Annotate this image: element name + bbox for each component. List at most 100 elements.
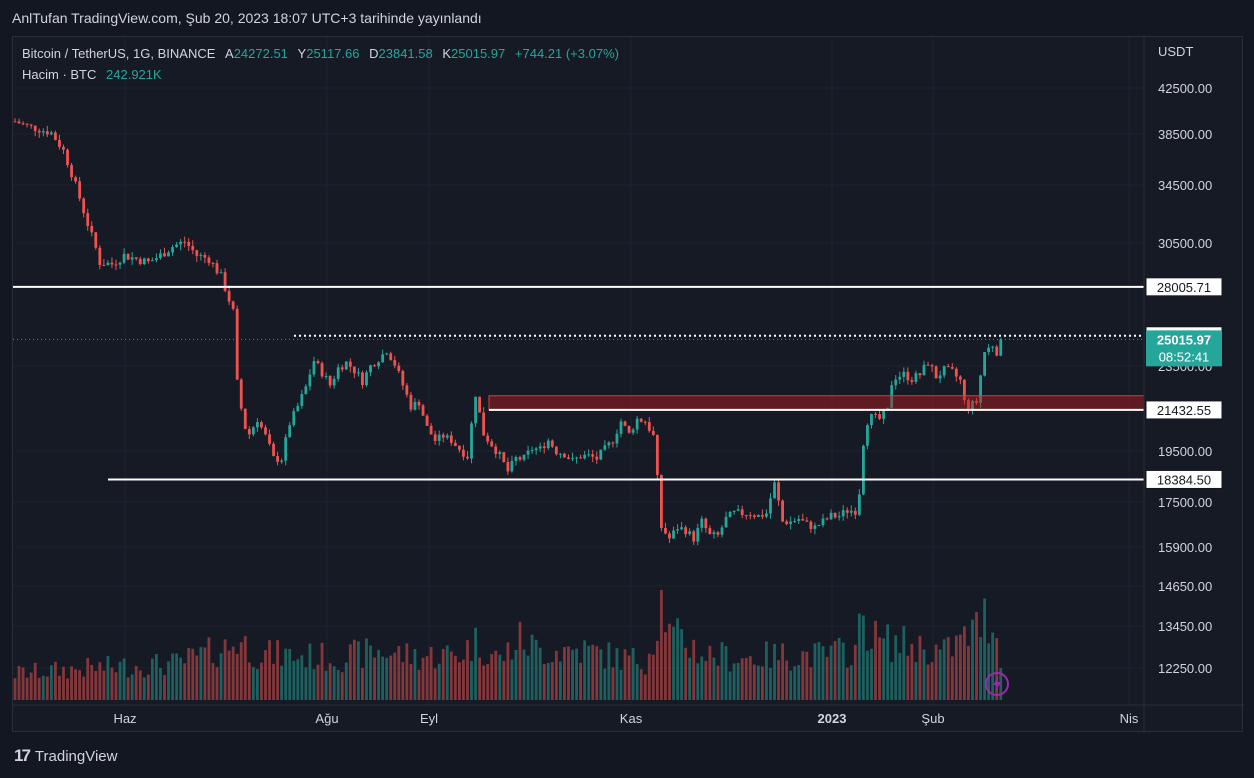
- volume-bar: [369, 645, 372, 700]
- volume-bar: [894, 635, 898, 700]
- volume-bar: [975, 612, 978, 700]
- volume-bar: [765, 641, 768, 700]
- volume-bar: [724, 646, 728, 700]
- last-price-label: 25015.97: [1157, 332, 1211, 347]
- volume-bar: [631, 647, 635, 700]
- candle-body: [381, 354, 385, 363]
- volume-bar: [720, 642, 724, 700]
- volume-bar: [793, 666, 797, 700]
- price-chart[interactable]: USDT 42500.0038500.0034500.0030500.00235…: [13, 37, 1244, 733]
- levels: [13, 285, 1145, 481]
- legend-symbol[interactable]: Bitcoin / TetherUS, 1G, BINANCE: [22, 46, 216, 61]
- volume-bar: [712, 657, 716, 700]
- volume-bar: [377, 649, 380, 700]
- volume-bar: [336, 669, 340, 700]
- lightning-icon[interactable]: [985, 672, 1009, 696]
- candle-body: [756, 515, 760, 517]
- volume-bar: [676, 618, 679, 700]
- candle-body: [243, 408, 247, 429]
- candle-body: [312, 361, 316, 375]
- candle-body: [866, 425, 869, 446]
- volume-bar: [150, 658, 154, 700]
- candle-body: [906, 371, 910, 381]
- candle-body: [692, 531, 696, 542]
- level-price-label: 18384.50: [1157, 472, 1211, 487]
- volume-bar: [571, 649, 574, 700]
- volume-bar: [437, 663, 441, 700]
- candle-body: [98, 247, 102, 265]
- candle-body: [486, 435, 490, 442]
- candle-body: [37, 130, 41, 133]
- candle-body: [643, 421, 647, 423]
- candle-body: [635, 418, 639, 430]
- support-zone[interactable]: [488, 395, 1145, 411]
- volume-bar: [914, 662, 918, 700]
- volume-bar: [401, 662, 405, 700]
- volume-bar: [284, 648, 288, 700]
- last-price-box: [1146, 330, 1222, 367]
- volume-bar: [243, 636, 247, 700]
- y-tick-label: 12250.00: [1158, 661, 1212, 676]
- candle-body: [785, 521, 789, 525]
- volume-bar: [70, 666, 73, 700]
- candle-body: [550, 440, 554, 447]
- candle-body: [639, 418, 643, 422]
- candle-body: [817, 525, 821, 527]
- candle-body: [870, 413, 873, 426]
- chart-panel[interactable]: USDT 42500.00 38500.00 34500.00 30500.00 235…: [12, 36, 1244, 733]
- candle-body: [385, 353, 389, 355]
- volume-bar: [17, 665, 21, 700]
- volume-bar: [191, 648, 195, 700]
- volume-bar: [954, 635, 958, 700]
- candle-body: [740, 509, 744, 516]
- volume-bar: [716, 665, 720, 700]
- candle-body: [320, 363, 324, 377]
- candle-body: [324, 375, 328, 377]
- legend-volume-label[interactable]: Hacim · BTC: [22, 67, 97, 82]
- candle-body: [829, 512, 833, 520]
- volume-bar: [155, 654, 158, 700]
- candle-body: [478, 396, 481, 413]
- candle-body: [106, 262, 110, 266]
- candle-body: [33, 125, 37, 131]
- candle-body: [474, 396, 477, 424]
- volume-bar: [950, 656, 954, 700]
- volume-bar: [567, 646, 570, 700]
- candle-body: [712, 532, 716, 535]
- candle-body: [470, 423, 473, 459]
- candle-body: [607, 442, 611, 446]
- volume-bar: [878, 637, 881, 700]
- candle-body: [187, 241, 191, 246]
- volume-bar: [813, 643, 817, 700]
- volume-bar: [995, 638, 999, 700]
- candle-body: [332, 378, 336, 386]
- candle-body: [433, 434, 437, 441]
- volume-bar: [13, 678, 17, 700]
- volume-bar: [611, 667, 615, 700]
- candle-body: [49, 132, 53, 135]
- level-price-box: [1145, 469, 1223, 489]
- volume-bar: [251, 667, 255, 700]
- candle-body: [389, 353, 393, 361]
- candle-body: [195, 250, 199, 256]
- volume-bar: [292, 660, 296, 700]
- legend-ohlc-row: Bitcoin / TetherUS, 1G, BINANCE A24272.5…: [22, 45, 619, 66]
- candle-body: [352, 366, 356, 374]
- candle-body: [797, 519, 801, 521]
- volume-bar: [777, 660, 780, 700]
- candle-body: [308, 374, 312, 387]
- volume-bar: [458, 662, 461, 700]
- volume-bar: [466, 640, 469, 700]
- volume-bar: [361, 667, 364, 700]
- candle-body: [54, 132, 57, 140]
- footer-brand[interactable]: TradingView: [34, 747, 118, 765]
- candle-body: [13, 121, 17, 123]
- volume-bar: [773, 643, 776, 700]
- volume-bar: [37, 677, 41, 700]
- tradingview-logo-icon[interactable]: 17: [14, 746, 31, 765]
- volume-bar: [983, 598, 986, 700]
- volume-bar: [62, 666, 65, 700]
- candle-body: [696, 527, 700, 542]
- candle-body: [946, 366, 950, 368]
- x-tick-label: Ağu: [315, 711, 338, 726]
